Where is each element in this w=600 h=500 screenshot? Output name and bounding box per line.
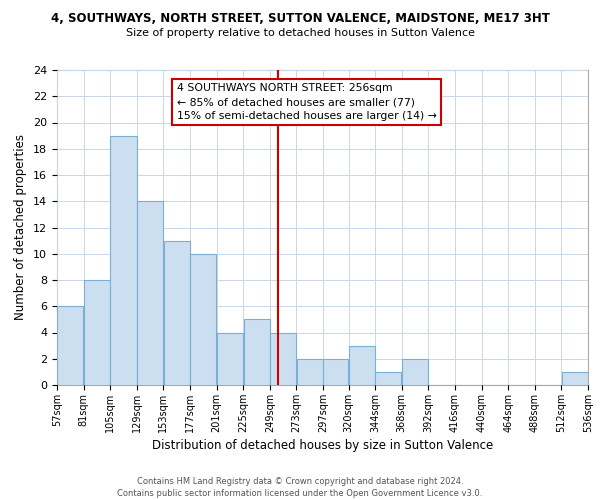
Bar <box>349 346 375 385</box>
Bar <box>164 240 190 385</box>
Bar <box>190 254 217 385</box>
Bar <box>376 372 401 385</box>
Bar <box>323 359 348 385</box>
Text: 4, SOUTHWAYS, NORTH STREET, SUTTON VALENCE, MAIDSTONE, ME17 3HT: 4, SOUTHWAYS, NORTH STREET, SUTTON VALEN… <box>50 12 550 26</box>
Y-axis label: Number of detached properties: Number of detached properties <box>14 134 28 320</box>
Bar <box>402 359 428 385</box>
Text: Contains HM Land Registry data © Crown copyright and database right 2024.
Contai: Contains HM Land Registry data © Crown c… <box>118 476 482 498</box>
Bar <box>217 332 243 385</box>
Bar <box>270 332 296 385</box>
Bar <box>562 372 588 385</box>
Text: Size of property relative to detached houses in Sutton Valence: Size of property relative to detached ho… <box>125 28 475 38</box>
Bar <box>84 280 110 385</box>
X-axis label: Distribution of detached houses by size in Sutton Valence: Distribution of detached houses by size … <box>152 439 493 452</box>
Bar <box>110 136 137 385</box>
Bar <box>137 201 163 385</box>
Bar <box>244 320 269 385</box>
Text: 4 SOUTHWAYS NORTH STREET: 256sqm
← 85% of detached houses are smaller (77)
15% o: 4 SOUTHWAYS NORTH STREET: 256sqm ← 85% o… <box>177 83 437 121</box>
Bar <box>57 306 83 385</box>
Bar <box>297 359 323 385</box>
